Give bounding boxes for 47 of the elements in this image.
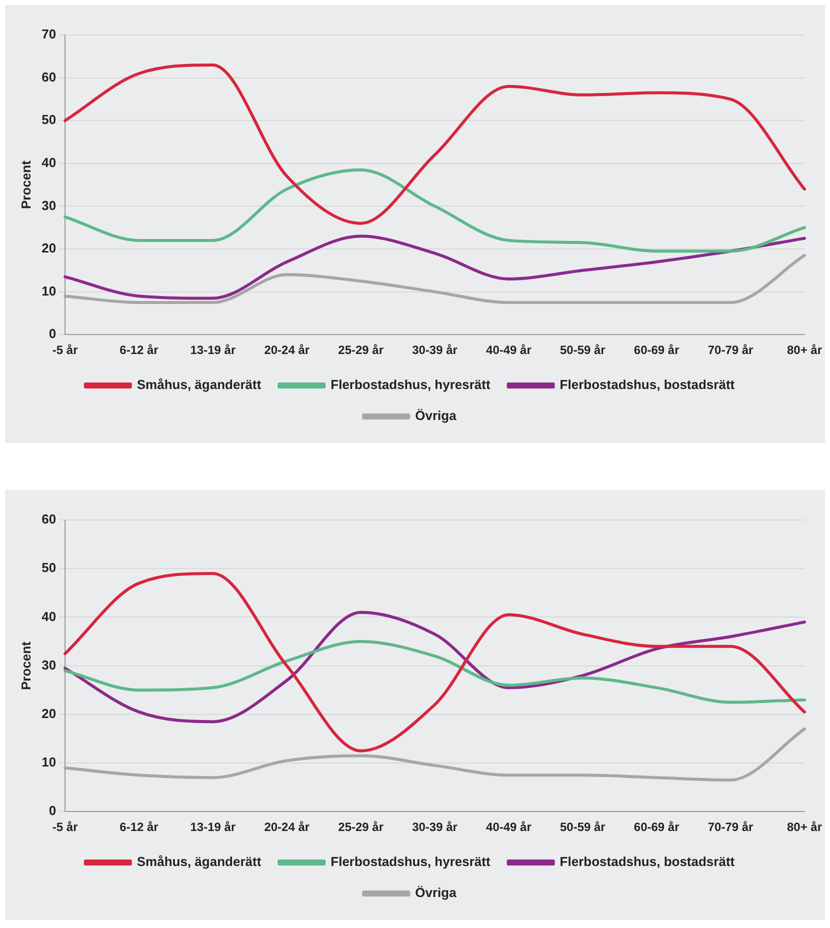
y-tick-label: 0 — [48, 803, 56, 818]
x-tick-label: 70-79 år — [708, 343, 754, 358]
y-tick-label: 20 — [42, 706, 56, 721]
x-tick-label: 80+ år — [786, 820, 822, 834]
y-tick-label: 30 — [42, 657, 56, 672]
legend-label: Småhus, äganderätt — [136, 854, 262, 870]
x-tick-label: 13-19 år — [190, 820, 236, 834]
legend-label: Flerbostadshus, bostadsrätt — [560, 377, 736, 392]
x-tick-label: 60-69 år — [634, 343, 680, 358]
y-tick-label: 10 — [42, 283, 56, 298]
legend-label: Flerbostadshus, hyresrätt — [330, 377, 491, 392]
y-axis-title: Procent — [18, 640, 34, 690]
y-tick-label: 0 — [48, 326, 56, 342]
x-tick-label: 50-59 år — [560, 820, 606, 834]
y-tick-label: 20 — [42, 240, 56, 256]
x-tick-label: 60-69 år — [634, 820, 680, 834]
x-tick-label: 13-19 år — [190, 343, 236, 358]
x-tick-label: 20-24 år — [264, 343, 310, 358]
x-tick-label: 50-59 år — [560, 343, 606, 358]
y-tick-label: 50 — [42, 112, 56, 128]
y-tick-label: 50 — [42, 560, 56, 576]
y-tick-label: 60 — [42, 69, 56, 84]
legend-label: Övriga — [415, 885, 458, 900]
x-tick-label: -5 år — [52, 820, 78, 834]
y-tick-label: 30 — [42, 198, 56, 213]
legend-label: Småhus, äganderätt — [136, 377, 262, 392]
legend-label: Flerbostadshus, hyresrätt — [330, 854, 491, 870]
x-tick-label: -5 år — [52, 343, 78, 358]
x-tick-label: 40-49 år — [486, 820, 532, 834]
x-tick-label: 80+ år — [786, 343, 822, 358]
x-tick-label: 6-12 år — [120, 343, 159, 358]
y-tick-label: 40 — [42, 154, 56, 170]
y-axis-title: Procent — [18, 160, 34, 210]
x-tick-label: 30-39 år — [412, 820, 458, 834]
y-tick-label: 10 — [42, 754, 56, 770]
x-tick-label: 40-49 år — [486, 343, 532, 358]
x-tick-label: 6-12 år — [120, 820, 159, 834]
x-tick-label: 25-29 år — [338, 343, 384, 358]
x-tick-label: 20-24 år — [264, 820, 310, 834]
y-tick-label: 40 — [42, 608, 56, 624]
legend-label: Flerbostadshus, bostadsrätt — [560, 854, 736, 870]
x-tick-label: 25-29 år — [338, 820, 384, 834]
x-tick-label: 30-39 år — [412, 343, 458, 358]
y-tick-label: 60 — [42, 512, 56, 527]
x-tick-label: 70-79 år — [708, 820, 754, 834]
y-tick-label: 70 — [42, 26, 56, 42]
legend-label: Övriga — [415, 408, 458, 424]
